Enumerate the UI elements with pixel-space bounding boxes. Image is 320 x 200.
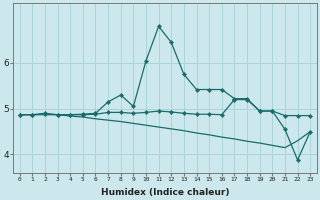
X-axis label: Humidex (Indice chaleur): Humidex (Indice chaleur) xyxy=(101,188,229,197)
